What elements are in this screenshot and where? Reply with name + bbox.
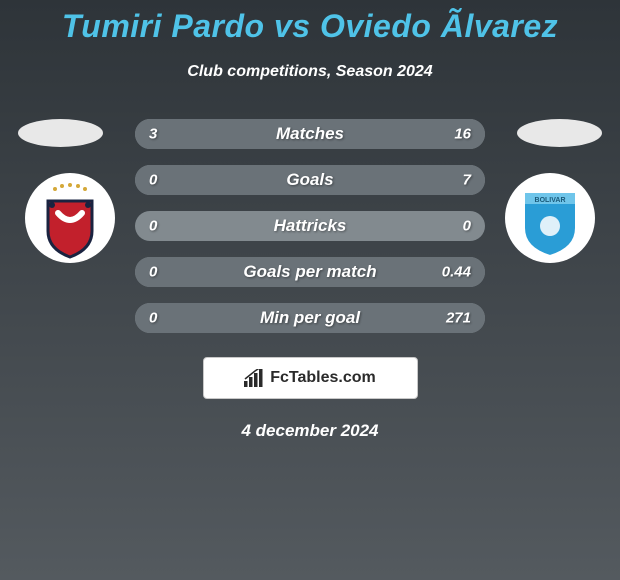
club-badge-right: BOLIVAR <box>505 173 595 263</box>
stat-row: 0 Goals per match 0.44 <box>135 257 485 287</box>
club-badge-left <box>25 173 115 263</box>
stat-fill-left <box>135 119 191 149</box>
stat-value-right: 0 <box>463 218 471 235</box>
player-photo-right <box>517 119 602 147</box>
chart-icon <box>244 369 264 387</box>
stat-value-right: 16 <box>454 126 471 143</box>
club-right-crest-icon: BOLIVAR <box>505 173 595 263</box>
stat-row: 0 Hattricks 0 <box>135 211 485 241</box>
stat-row: 0 Min per goal 271 <box>135 303 485 333</box>
stat-value-right: 7 <box>463 172 471 189</box>
stat-label: Goals per match <box>243 262 376 282</box>
stat-value-left: 0 <box>149 172 157 189</box>
stat-row: 3 Matches 16 <box>135 119 485 149</box>
stat-label: Matches <box>276 124 344 144</box>
player-photo-left <box>18 119 103 147</box>
comparison-subtitle: Club competitions, Season 2024 <box>0 63 620 81</box>
svg-text:BOLIVAR: BOLIVAR <box>535 197 566 204</box>
comparison-content: BOLIVAR 3 Matches 16 0 Goals 7 0 Hattricks 0 0 Goa… <box>0 119 620 339</box>
stat-value-left: 0 <box>149 264 157 281</box>
stat-value-left: 3 <box>149 126 157 143</box>
stat-value-right: 0.44 <box>442 264 471 281</box>
brand-label: FcTables.com <box>270 369 376 387</box>
stat-label: Goals <box>286 170 333 190</box>
stat-label: Hattricks <box>274 216 347 236</box>
stat-value-right: 271 <box>446 310 471 327</box>
stat-value-left: 0 <box>149 218 157 235</box>
stat-value-left: 0 <box>149 310 157 327</box>
stat-row: 0 Goals 7 <box>135 165 485 195</box>
brand-box[interactable]: FcTables.com <box>203 357 418 399</box>
stats-list: 3 Matches 16 0 Goals 7 0 Hattricks 0 0 Goals per m… <box>135 119 485 349</box>
footer-date: 4 december 2024 <box>0 421 620 441</box>
club-left-crest-icon <box>25 173 115 263</box>
stat-label: Min per goal <box>260 308 360 328</box>
comparison-title: Tumiri Pardo vs Oviedo Ãlvarez <box>0 0 620 45</box>
